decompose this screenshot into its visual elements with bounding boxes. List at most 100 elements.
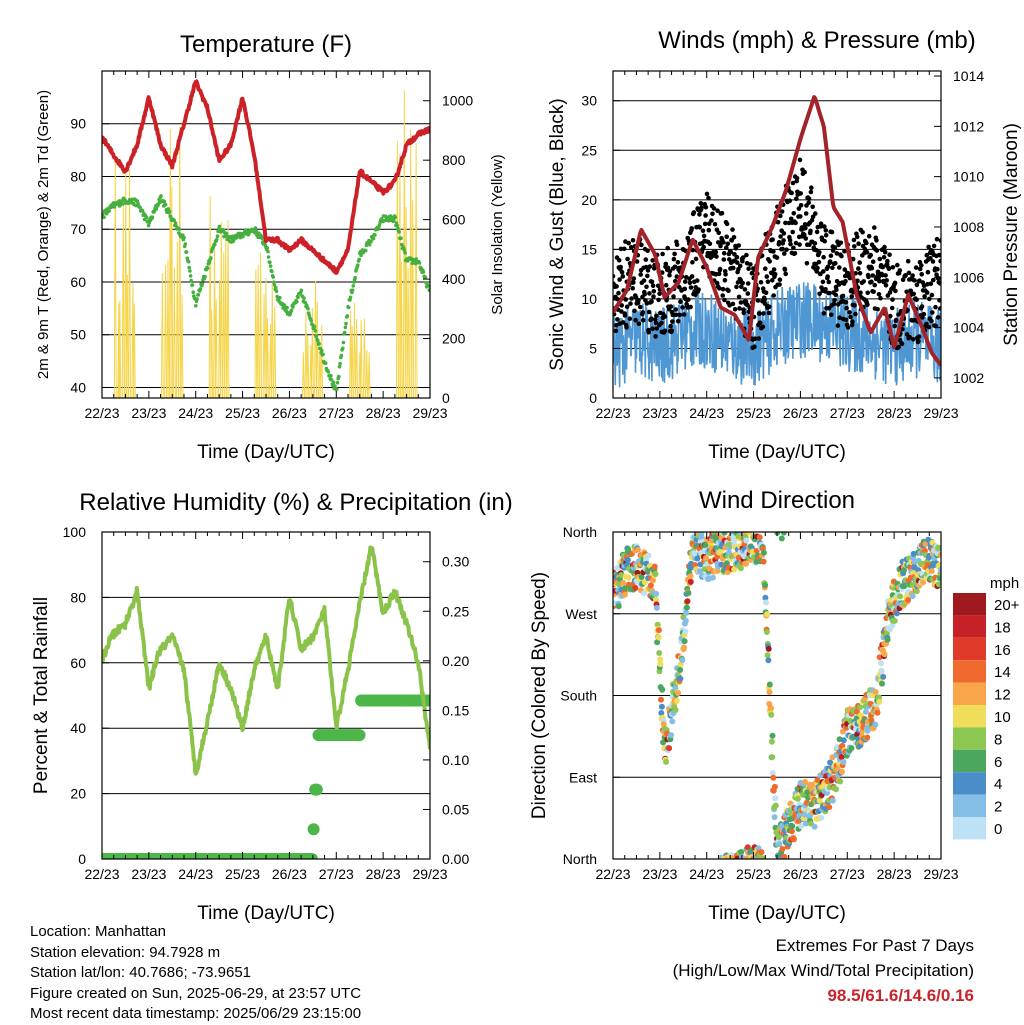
direction-point	[656, 650, 663, 656]
direction-point	[936, 561, 941, 568]
gust-point	[653, 334, 658, 339]
gust-point	[931, 277, 936, 283]
gust-point	[890, 265, 896, 270]
dewpoint-point	[217, 224, 222, 229]
gust-point	[618, 246, 624, 252]
y2-axis-label: Station Pressure (Maroon)	[1001, 123, 1022, 346]
direction-point	[878, 668, 885, 675]
gust-point	[650, 326, 655, 332]
dewpoint-point	[353, 275, 358, 280]
direction-point	[624, 557, 631, 563]
direction-point	[769, 754, 776, 761]
gust-point	[789, 190, 794, 196]
x-tick-label: 27/23	[319, 866, 354, 882]
gust-point	[793, 220, 798, 226]
direction-point	[743, 537, 750, 544]
gust-point	[739, 284, 744, 290]
legend-swatch	[953, 615, 986, 638]
dewpoint-point	[274, 285, 278, 290]
direction-point	[791, 836, 797, 843]
solar-spike	[362, 318, 366, 398]
gust-point	[806, 196, 812, 202]
direction-point	[744, 844, 751, 851]
direction-point	[694, 555, 701, 562]
gust-point	[731, 235, 737, 240]
gust-point	[926, 244, 931, 250]
direction-point	[654, 639, 661, 646]
y-tick-label: 50	[70, 327, 86, 343]
gust-point	[717, 266, 723, 272]
dewpoint-point	[117, 199, 121, 203]
dewpoint-point	[167, 209, 172, 214]
gust-point	[724, 245, 729, 250]
dewpoint-point	[403, 251, 407, 255]
direction-point	[743, 560, 749, 567]
direction-point	[913, 588, 920, 595]
gust-point	[907, 334, 912, 340]
latlon-text: Station lat/lon: 40.7686; -73.9651	[30, 964, 252, 981]
x-tick-label: 24/23	[178, 405, 213, 421]
gust-point	[925, 269, 931, 275]
gust-point	[764, 274, 770, 279]
direction-point	[794, 795, 801, 802]
gust-point	[775, 219, 781, 225]
x-tick-label: 25/23	[225, 405, 260, 421]
extremes-title: Extremes For Past 7 Days	[775, 936, 974, 955]
legend-label: 4	[994, 776, 1002, 793]
solar-spike	[259, 252, 263, 398]
legend-label: 20+	[994, 597, 1020, 614]
gust-point	[816, 259, 822, 265]
gust-point	[707, 241, 713, 247]
legend-swatch	[953, 660, 986, 683]
direction-point	[687, 573, 694, 580]
gust-point	[626, 240, 631, 246]
gust-point	[677, 284, 682, 290]
gust-point	[827, 259, 833, 264]
gust-point	[916, 334, 922, 339]
gust-point	[912, 278, 917, 283]
gust-point	[837, 315, 842, 321]
dewpoint-point	[194, 304, 198, 308]
solar-spike	[355, 319, 359, 398]
y-axis-label: 2m & 9m T (Red, Orange) & 2m Td (Green)	[35, 90, 52, 379]
gust-point	[624, 304, 630, 310]
direction-point	[682, 628, 689, 635]
gust-point	[649, 299, 654, 304]
direction-point	[658, 703, 665, 710]
dewpoint-point	[335, 387, 339, 391]
gust-point	[675, 319, 681, 324]
gust-point	[720, 286, 726, 292]
gust-point	[670, 319, 675, 324]
x-tick-label: 27/23	[319, 405, 354, 421]
gust-point	[617, 277, 622, 282]
gust-point	[618, 264, 623, 270]
gust-point	[742, 287, 748, 292]
gust-point	[760, 324, 766, 330]
gust-point	[896, 344, 901, 350]
gust-point	[736, 294, 742, 300]
dewpoint-point	[323, 361, 328, 366]
gust-point	[663, 282, 669, 288]
dewpoint-point	[302, 296, 306, 301]
gust-point	[906, 270, 912, 276]
dewpoint-point	[203, 274, 207, 279]
y-tick-label: 20	[70, 786, 86, 802]
x-tick-label: 24/23	[178, 866, 213, 882]
gust-point	[690, 260, 695, 265]
y-tick-label: 40	[70, 379, 86, 395]
gust-point	[693, 292, 698, 298]
series-humidity	[102, 545, 430, 776]
gust-point	[630, 238, 636, 243]
plot-area	[102, 545, 430, 859]
gust-point	[641, 278, 647, 283]
elevation-text: Station elevation: 94.7928 m	[30, 943, 221, 961]
solar-spike	[311, 308, 314, 398]
gust-point	[798, 203, 804, 208]
gust-point	[645, 248, 650, 253]
gust-point	[803, 236, 809, 241]
gust-point	[640, 317, 646, 323]
gust-point	[803, 225, 808, 231]
gust-point	[929, 292, 935, 298]
gust-point	[806, 200, 811, 206]
direction-point	[840, 759, 847, 765]
